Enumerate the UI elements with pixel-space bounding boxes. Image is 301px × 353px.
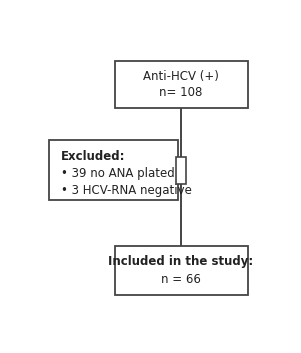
Text: • 3 HCV-RNA negative: • 3 HCV-RNA negative — [61, 184, 192, 197]
Bar — [176, 156, 186, 184]
FancyBboxPatch shape — [33, 37, 276, 322]
Bar — [49, 140, 178, 200]
Bar — [115, 61, 247, 108]
Text: n= 108: n= 108 — [160, 86, 203, 99]
Text: n = 66: n = 66 — [161, 273, 201, 286]
Text: Included in the study:: Included in the study: — [108, 256, 254, 269]
Text: Anti-HCV (+): Anti-HCV (+) — [143, 70, 219, 83]
Text: • 39 no ANA plated: • 39 no ANA plated — [61, 167, 175, 180]
Text: Excluded:: Excluded: — [61, 150, 126, 163]
Bar — [115, 246, 247, 295]
